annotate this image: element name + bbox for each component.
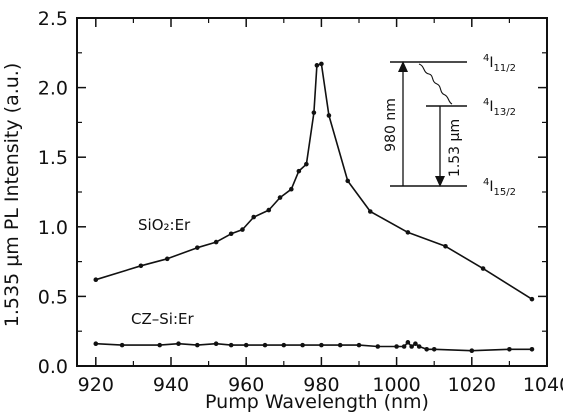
data-point-cz-si-er	[507, 346, 512, 352]
data-point-sio2-er	[311, 110, 317, 115]
data-point-cz-si-er	[228, 342, 234, 348]
data-point-sio2-er	[367, 209, 373, 214]
data-point-sio2-er	[228, 231, 234, 237]
data-point-sio2-er	[405, 230, 411, 235]
data-point-cz-si-er	[93, 341, 99, 347]
series-cz-si-er	[93, 340, 535, 353]
x-tick-label: 960	[228, 374, 264, 396]
data-point-cz-si-er	[409, 344, 414, 349]
data-point-cz-si-er	[337, 342, 343, 348]
data-point-cz-si-er	[529, 346, 535, 352]
axis-ticks	[77, 17, 548, 367]
data-point-cz-si-er	[300, 342, 305, 348]
x-tick-label: 920	[78, 374, 114, 396]
data-point-cz-si-er	[243, 342, 249, 348]
x-tick-label: 980	[303, 374, 339, 396]
y-tick-labels: 0.0 0.5 1.0 1.5 2.0 2.5	[38, 8, 68, 378]
data-point-sio2-er	[314, 63, 320, 68]
data-point-cz-si-er	[319, 342, 324, 348]
data-point-sio2-er	[480, 266, 486, 271]
series-label-cz-si-er: CZ–Si:Er	[131, 310, 194, 328]
y-tick-label: 2.5	[38, 8, 68, 30]
data-point-cz-si-er	[262, 342, 268, 348]
data-point-sio2-er	[345, 178, 351, 184]
x-tick-label: 940	[153, 374, 189, 396]
y-tick-label: 0.5	[38, 286, 68, 308]
data-point-cz-si-er	[375, 344, 381, 349]
y-axis-title: 1.535 μm PL Intensity (a.u.)	[1, 63, 23, 327]
emission-arrowhead	[435, 176, 445, 187]
data-point-cz-si-er	[394, 344, 399, 349]
data-point-cz-si-er	[431, 346, 437, 352]
x-tick-label: 1020	[448, 374, 496, 396]
data-point-cz-si-er	[281, 342, 287, 348]
data-point-sio2-er	[529, 296, 535, 302]
data-point-sio2-er	[93, 277, 99, 282]
y-tick-label: 1.0	[38, 217, 68, 239]
data-point-sio2-er	[304, 161, 309, 167]
level-label-lower: 4I15/2	[483, 177, 516, 198]
series-line-sio2-er	[95, 63, 533, 300]
pump-wavelength-label: 980 nm	[383, 98, 399, 152]
pump-arrowhead	[398, 61, 408, 72]
y-tick-label: 0.0	[38, 356, 68, 378]
data-point-sio2-er	[195, 245, 200, 250]
data-point-sio2-er	[240, 227, 245, 232]
data-point-cz-si-er	[424, 346, 429, 352]
y-tick-label: 2.0	[38, 78, 68, 100]
data-point-sio2-er	[326, 113, 332, 118]
series-layer	[93, 61, 535, 353]
data-point-cz-si-er	[356, 342, 362, 348]
series-label-sio2-er: SiO₂:Er	[138, 216, 191, 234]
level-label-upper: 4I11/2	[483, 53, 516, 74]
energy-level-inset: 980 nm 1.53 μm 4I11/2 4I13/2 4I15/2	[383, 53, 516, 198]
emission-wavelength-label: 1.53 μm	[447, 119, 463, 177]
data-point-sio2-er	[138, 263, 144, 269]
data-point-sio2-er	[164, 256, 170, 262]
data-point-cz-si-er	[176, 341, 181, 347]
nonradiative-decay-wiggle	[418, 63, 453, 105]
data-point-sio2-er	[319, 61, 324, 67]
series-sio2-er	[93, 61, 535, 302]
data-point-cz-si-er	[157, 342, 163, 348]
data-point-cz-si-er	[416, 344, 422, 349]
data-point-sio2-er	[213, 239, 219, 245]
data-point-cz-si-er	[195, 342, 200, 348]
y-tick-label: 1.5	[38, 147, 68, 169]
data-point-sio2-er	[443, 243, 448, 249]
level-label-middle: 4I13/2	[483, 97, 516, 118]
data-point-cz-si-er	[413, 341, 418, 347]
data-point-cz-si-er	[469, 348, 475, 353]
data-point-sio2-er	[289, 186, 294, 192]
x-axis-title: Pump Wavelength (nm)	[205, 391, 429, 413]
data-point-cz-si-er	[401, 344, 407, 349]
data-point-sio2-er	[277, 195, 283, 200]
data-point-cz-si-er	[119, 342, 125, 348]
data-point-sio2-er	[266, 207, 272, 213]
data-point-sio2-er	[296, 168, 302, 174]
data-point-cz-si-er	[213, 341, 219, 347]
data-point-cz-si-er	[405, 340, 411, 345]
data-point-sio2-er	[251, 214, 257, 220]
x-tick-label: 1000	[372, 374, 420, 396]
